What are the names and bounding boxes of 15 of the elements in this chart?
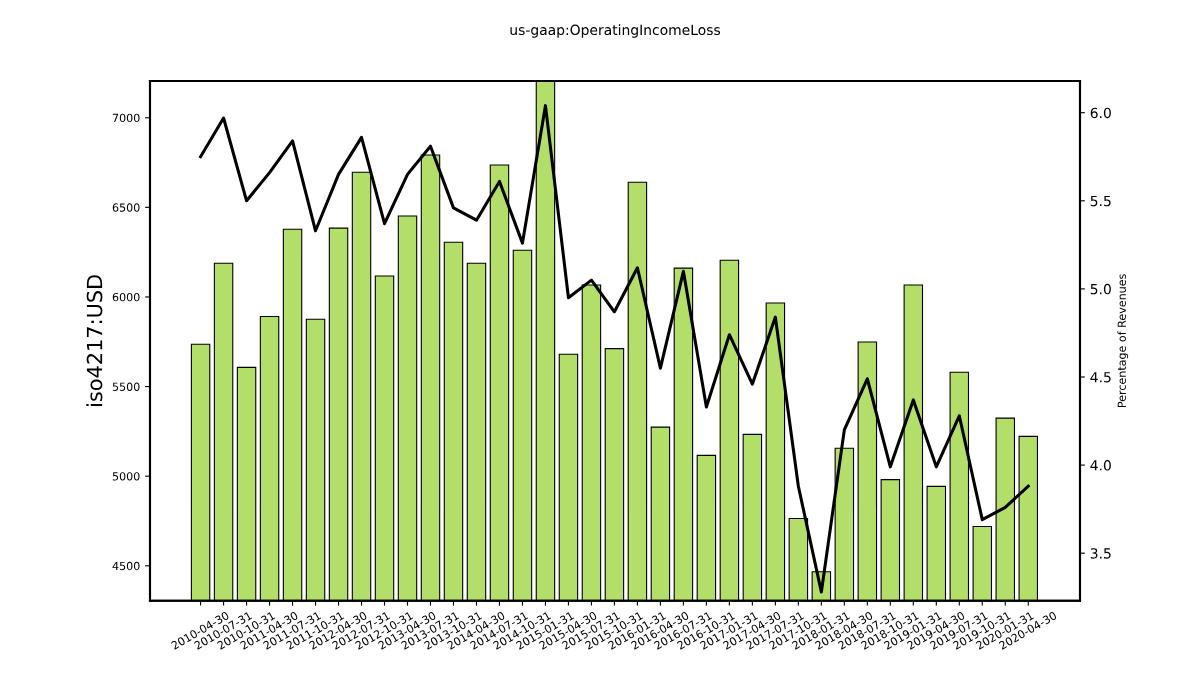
y2-axis-title: Percentage of Revenues	[1117, 274, 1129, 408]
y2-tick-label: 3.5	[1090, 548, 1111, 559]
chart-title: us-gaap:OperatingIncomeLoss	[510, 24, 721, 38]
y-tick-label: 5000	[112, 472, 140, 481]
y2-tick-label: 4.0	[1090, 460, 1111, 471]
y2-tick-label: 5.0	[1090, 283, 1111, 295]
y2-tick-label: 6.0	[1090, 107, 1111, 119]
y-tick-label: 7000	[112, 113, 140, 123]
y-tick-label: 5500	[112, 382, 140, 391]
y-tick-label: 6500	[112, 203, 140, 212]
y-tick-label: 4500	[112, 561, 140, 571]
y-tick-label: 6000	[112, 292, 140, 302]
y-axis-title: iso4217:USD	[86, 275, 103, 406]
y2-tick-label: 5.5	[1090, 195, 1111, 207]
y2-tick-label: 4.5	[1090, 372, 1111, 383]
